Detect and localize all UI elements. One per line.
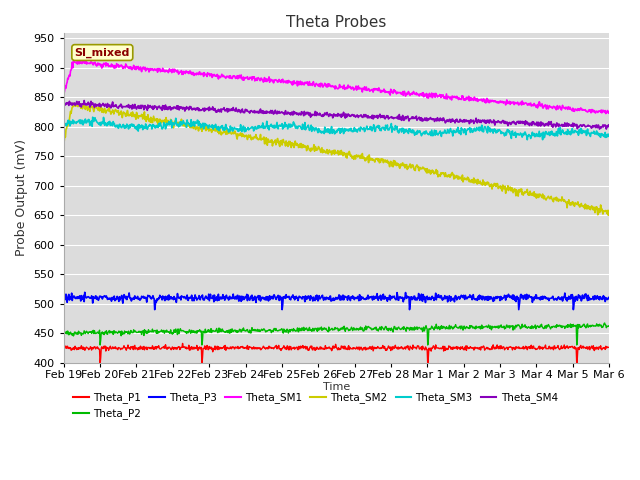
- Theta_SM3: [287, 121, 294, 127]
- Theta_P2: [605, 323, 613, 329]
- Theta_P3: [579, 296, 587, 301]
- Theta_SM3: [60, 120, 68, 125]
- Theta_SM1: [86, 60, 94, 66]
- Theta_P1: [605, 345, 613, 350]
- Theta_SM3: [86, 122, 93, 128]
- Theta_P2: [601, 320, 609, 326]
- Line: Theta_P3: Theta_P3: [64, 292, 609, 310]
- Theta_SM2: [382, 159, 390, 165]
- Theta_P3: [287, 294, 295, 300]
- Title: Theta Probes: Theta Probes: [286, 15, 387, 30]
- Theta_SM1: [602, 110, 610, 116]
- Theta_SM2: [162, 119, 170, 124]
- Theta_SM4: [162, 102, 170, 108]
- Theta_SM1: [605, 109, 613, 115]
- Theta_P2: [287, 327, 294, 333]
- Theta_SM2: [587, 205, 595, 211]
- Line: Theta_SM4: Theta_SM4: [64, 100, 609, 129]
- Theta_SM1: [579, 107, 586, 112]
- Theta_SM2: [287, 142, 294, 147]
- Theta_SM4: [587, 124, 595, 130]
- Text: SI_mixed: SI_mixed: [75, 48, 130, 58]
- Theta_P3: [588, 296, 595, 302]
- Line: Theta_SM1: Theta_SM1: [64, 60, 609, 113]
- Theta_P3: [86, 295, 94, 301]
- Theta_P3: [60, 299, 68, 304]
- Line: Theta_P1: Theta_P1: [64, 343, 609, 364]
- Theta_SM3: [524, 137, 531, 143]
- Theta_SM4: [596, 126, 604, 132]
- Theta_SM3: [605, 131, 613, 137]
- Theta_P2: [86, 329, 93, 335]
- Theta_SM1: [587, 110, 595, 116]
- Theta_P2: [587, 323, 595, 328]
- Theta_P1: [287, 347, 295, 353]
- Theta_SM4: [579, 122, 586, 128]
- Theta_P2: [162, 328, 170, 334]
- Line: Theta_SM3: Theta_SM3: [64, 117, 609, 140]
- Theta_SM2: [605, 212, 612, 218]
- Theta_P2: [60, 330, 68, 336]
- Theta_SM1: [80, 58, 88, 63]
- Theta_SM2: [579, 203, 586, 209]
- Theta_P2: [382, 324, 390, 329]
- Theta_P1: [179, 340, 186, 346]
- Theta_SM2: [60, 140, 68, 145]
- Theta_SM4: [86, 102, 94, 108]
- Theta_P1: [86, 346, 93, 351]
- Theta_SM3: [382, 122, 390, 128]
- Theta_SM2: [605, 207, 613, 213]
- Legend: Theta_P1, Theta_P2, Theta_P3, Theta_SM1, Theta_SM2, Theta_SM3, Theta_SM4: Theta_P1, Theta_P2, Theta_P3, Theta_SM1,…: [69, 388, 562, 423]
- Theta_SM3: [579, 128, 587, 134]
- Theta_P1: [382, 346, 390, 352]
- X-axis label: Time: Time: [323, 383, 350, 393]
- Theta_P2: [96, 342, 104, 348]
- Theta_SM3: [89, 114, 97, 120]
- Theta_P3: [382, 295, 390, 301]
- Theta_SM3: [162, 126, 170, 132]
- Theta_SM4: [60, 100, 68, 106]
- Theta_P3: [163, 294, 170, 300]
- Theta_P1: [579, 343, 587, 349]
- Y-axis label: Probe Output (mV): Probe Output (mV): [15, 139, 28, 256]
- Theta_P2: [579, 324, 586, 329]
- Theta_P1: [162, 342, 170, 348]
- Theta_SM4: [81, 97, 88, 103]
- Theta_P1: [60, 345, 68, 350]
- Theta_SM1: [162, 68, 170, 74]
- Line: Theta_SM2: Theta_SM2: [64, 103, 609, 215]
- Theta_SM1: [382, 88, 390, 94]
- Theta_P1: [588, 343, 595, 349]
- Theta_SM2: [86, 105, 94, 111]
- Theta_P1: [96, 361, 104, 367]
- Theta_P3: [81, 289, 88, 295]
- Theta_SM1: [60, 91, 68, 97]
- Theta_SM4: [287, 112, 294, 118]
- Theta_SM3: [588, 130, 595, 135]
- Theta_SM1: [287, 79, 294, 84]
- Theta_P3: [605, 295, 613, 301]
- Line: Theta_P2: Theta_P2: [64, 323, 609, 345]
- Theta_SM4: [605, 123, 613, 129]
- Theta_SM4: [382, 115, 390, 120]
- Theta_P3: [151, 307, 159, 312]
- Theta_SM2: [76, 100, 83, 106]
